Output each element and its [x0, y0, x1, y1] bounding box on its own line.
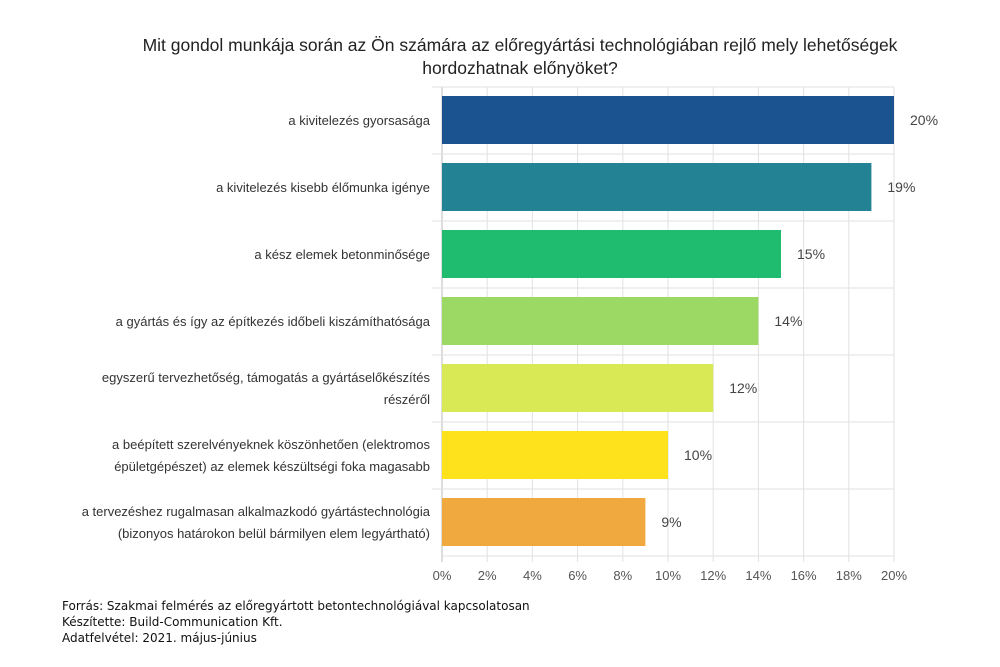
category-label: a kész elemek betonminősége [254, 247, 430, 262]
chart-title-line-1: Mit gondol munkája során az Ön számára a… [142, 35, 898, 55]
bar-value-label: 10% [684, 447, 712, 463]
x-tick-label: 0% [433, 568, 452, 583]
bar [442, 297, 759, 345]
x-tick-label: 20% [881, 568, 907, 583]
x-tick-label: 12% [700, 568, 726, 583]
chart-title: Mit gondol munkája során az Ön számára a… [60, 34, 980, 80]
x-tick-label: 16% [791, 568, 817, 583]
category-label: a gyártás és így az építkezés időbeli ki… [116, 314, 431, 329]
bar-value-label: 20% [910, 112, 938, 128]
category-label: épületgépészet) az elemek készültségi fo… [114, 459, 430, 474]
x-tick-label: 8% [613, 568, 632, 583]
category-label: a kivitelezés kisebb élőmunka igénye [216, 180, 430, 195]
bar [442, 163, 872, 211]
x-tick-label: 18% [836, 568, 862, 583]
category-label: egyszerű tervezhetőség, támogatás a gyár… [102, 370, 431, 385]
footer-date: Adatfelvétel: 2021. május-június [62, 631, 257, 645]
chart-footer: Forrás: Szakmai felmérés az előregyártot… [62, 598, 530, 646]
category-label: a kivitelezés gyorsasága [288, 113, 430, 128]
x-tick-label: 10% [655, 568, 681, 583]
bar-value-label: 15% [797, 246, 825, 262]
bar [442, 230, 781, 278]
bar-value-label: 19% [887, 179, 915, 195]
bar-value-label: 12% [729, 380, 757, 396]
footer-author: Készítette: Build-Communication Kft. [62, 615, 283, 629]
category-label: (bizonyos határokon belül bármilyen elem… [118, 526, 430, 541]
bar-value-label: 14% [774, 313, 802, 329]
chart-title-line-2: hordozhatnak előnyöket? [422, 58, 618, 78]
category-label: részéről [384, 392, 430, 407]
x-tick-label: 6% [568, 568, 587, 583]
bar [442, 96, 894, 144]
x-tick-label: 2% [478, 568, 497, 583]
category-label: a beépített szerelvényeknek köszönhetően… [112, 437, 430, 452]
bar-value-label: 9% [661, 514, 681, 530]
x-tick-label: 14% [745, 568, 771, 583]
bar [442, 498, 646, 546]
bar [442, 431, 668, 479]
footer-source: Forrás: Szakmai felmérés az előregyártot… [62, 599, 530, 613]
x-tick-label: 4% [523, 568, 542, 583]
bar [442, 364, 714, 412]
category-label: a tervezéshez rugalmasan alkalmazkodó gy… [82, 504, 431, 519]
